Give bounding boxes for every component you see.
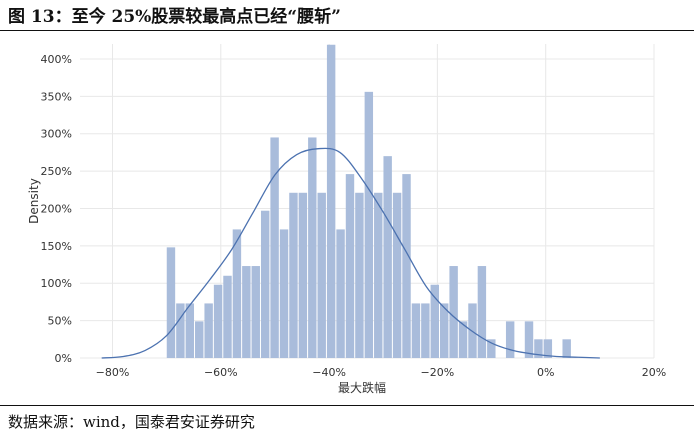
x-tick-label: 0% <box>537 366 554 379</box>
histogram-bar <box>223 275 232 358</box>
histogram-bar <box>242 266 251 358</box>
histogram-bar <box>185 303 195 358</box>
histogram-bar <box>195 321 204 358</box>
histogram-bar <box>402 174 411 358</box>
x-tick-label: 20% <box>642 366 666 379</box>
histogram-bar <box>251 266 260 358</box>
histogram-bar <box>204 303 213 358</box>
histogram-bar <box>449 266 458 358</box>
histogram-bar <box>176 303 185 358</box>
histogram-bar <box>534 339 543 358</box>
figure-title: 图 13：至今 25%股票较最高点已经“腰斩” <box>8 7 341 27</box>
histogram-bar <box>166 247 176 358</box>
histogram-bar <box>562 339 571 358</box>
y-tick-label: 100% <box>41 277 72 290</box>
histogram-bar <box>430 284 439 358</box>
histogram-bar <box>392 192 402 358</box>
histogram-bar <box>411 303 421 358</box>
x-tick-label: −60% <box>204 366 238 379</box>
histogram-chart: 0% 50% 100% 150% 200% 250% 300% 350% 400% −80% −60… <box>27 44 667 395</box>
histogram-bar <box>364 91 374 358</box>
histogram-bar <box>336 229 345 358</box>
y-tick-label: 400% <box>41 53 72 66</box>
histogram-bar <box>374 192 383 358</box>
histogram-bar <box>487 339 496 358</box>
kde-density-curve <box>101 147 600 359</box>
y-axis-label: Density <box>27 178 41 224</box>
histogram-bar <box>543 339 553 358</box>
x-tick-label: −40% <box>312 366 346 379</box>
histogram-bar <box>355 192 364 358</box>
histogram-bar <box>298 192 308 358</box>
histogram-bar <box>439 303 449 358</box>
y-tick-label: 300% <box>41 128 72 141</box>
y-tick-label: 200% <box>41 202 72 215</box>
histogram-bar <box>458 321 468 358</box>
title-divider <box>0 30 694 31</box>
histogram-bar <box>270 137 279 358</box>
histogram-bar <box>260 210 270 358</box>
axes: 0% 50% 100% 150% 200% 250% 300% 350% 400% −80% −60… <box>41 53 667 379</box>
histogram-bar <box>317 192 326 358</box>
histogram-bar <box>279 229 289 358</box>
histogram-bar <box>383 156 392 358</box>
histogram-bar <box>505 321 515 358</box>
histogram-bar <box>326 44 336 358</box>
y-tick-label: 250% <box>41 165 72 178</box>
y-tick-label: 150% <box>41 240 72 253</box>
histogram-bar <box>421 303 430 358</box>
histogram-bar <box>308 137 317 358</box>
y-tick-label: 350% <box>41 90 72 103</box>
histogram-bar <box>345 174 355 358</box>
histogram-bar <box>289 192 298 358</box>
histogram-bar <box>524 321 534 358</box>
histogram-bar <box>477 266 487 358</box>
source-divider <box>0 405 694 406</box>
y-tick-label: 0% <box>55 352 72 365</box>
data-source-note: 数据来源：wind，国泰君安证券研究 <box>8 413 255 431</box>
x-tick-label: −20% <box>421 366 455 379</box>
y-tick-label: 50% <box>48 315 72 328</box>
histogram-bars <box>166 44 571 358</box>
histogram-bar <box>232 229 242 358</box>
histogram-bar <box>213 284 223 358</box>
x-tick-label: −80% <box>96 366 130 379</box>
x-axis-label: 最大跌幅 <box>338 380 386 395</box>
